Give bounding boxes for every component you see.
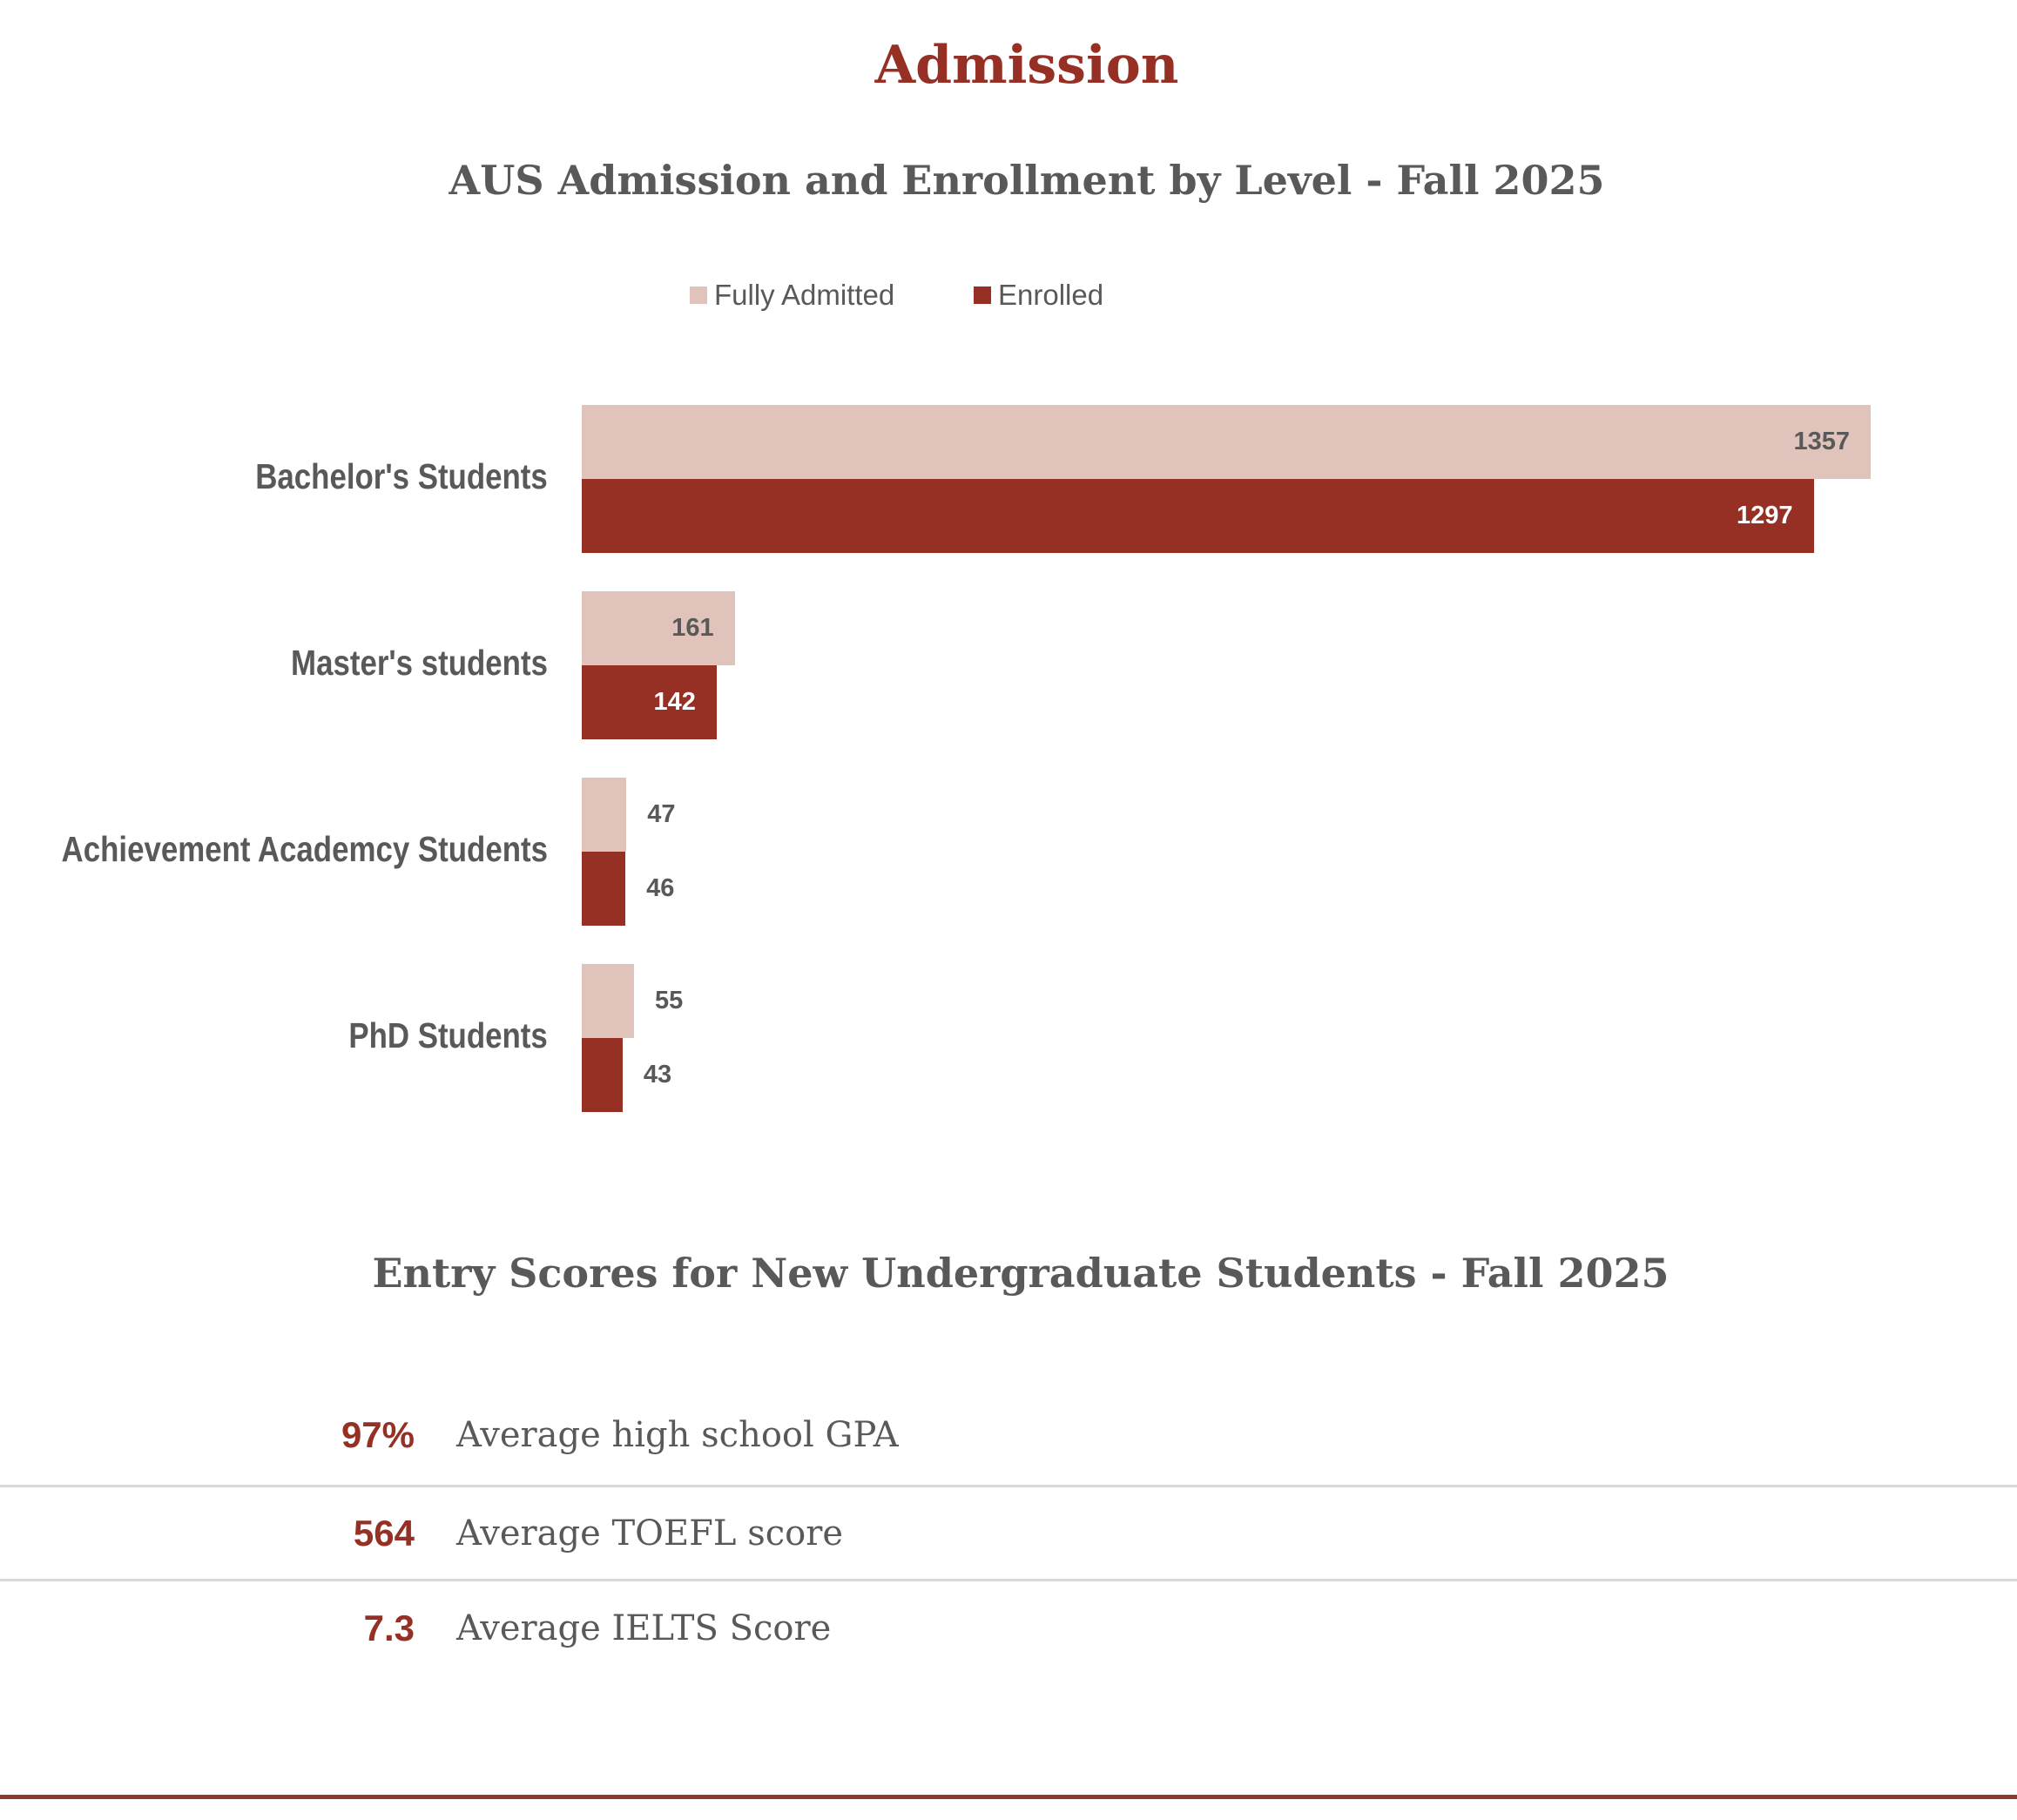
page-title: Admission — [874, 35, 1179, 96]
data-label: 161 — [671, 614, 714, 642]
legend-swatch-enrolled — [974, 286, 991, 304]
bar-fully-admitted — [582, 964, 634, 1038]
score-row-ielts: 7.3 Average IELTS Score — [0, 1594, 2017, 1663]
divider — [0, 1579, 2017, 1581]
score-value: 564 — [353, 1513, 415, 1554]
category-label: Achievement Academcy Students — [61, 829, 548, 869]
category-label: PhD Students — [348, 1015, 548, 1055]
score-row-toefl: 564 Average TOEFL score — [0, 1499, 2017, 1568]
legend-item-enrolled: Enrolled — [974, 279, 1103, 312]
legend-item-fully-admitted: Fully Admitted — [690, 279, 894, 312]
data-label: 43 — [643, 1061, 672, 1089]
data-label: 46 — [646, 874, 675, 902]
bar-fully-admitted — [582, 405, 1871, 479]
data-label: 55 — [654, 987, 684, 1014]
legend-label: Fully Admitted — [714, 279, 895, 311]
legend-label: Enrolled — [998, 279, 1104, 311]
score-value: 97% — [341, 1414, 415, 1455]
legend-swatch-fully-admitted — [690, 286, 707, 304]
category-label: Master's students — [291, 643, 548, 683]
bottom-rule — [0, 1795, 2017, 1799]
score-label: Average high school GPA — [456, 1415, 899, 1455]
bar-enrolled — [582, 665, 717, 739]
scores-title: Entry Scores for New Undergraduate Stude… — [372, 1250, 1670, 1297]
divider — [0, 1485, 2017, 1487]
chart-title: AUS Admission and Enrollment by Level - … — [449, 157, 1605, 204]
bar-enrolled — [582, 479, 1814, 553]
category-label: Bachelor's Students — [255, 456, 548, 496]
data-label: 1297 — [1737, 502, 1793, 529]
bar-fully-admitted — [582, 778, 627, 852]
bar-chart: Bachelor's Students 1357 1297 Master's stud… — [61, 405, 1871, 1112]
score-label: Average IELTS Score — [456, 1608, 832, 1648]
bar-fully-admitted — [582, 591, 735, 665]
score-row-gpa: 97% Average high school GPA — [0, 1400, 2017, 1470]
data-label: 142 — [653, 688, 696, 716]
data-label: 47 — [647, 800, 676, 828]
bar-enrolled — [582, 1038, 623, 1112]
data-label: 1357 — [1793, 428, 1850, 455]
score-label: Average TOEFL score — [456, 1513, 844, 1554]
score-value: 7.3 — [363, 1608, 415, 1648]
bar-enrolled — [582, 852, 626, 926]
